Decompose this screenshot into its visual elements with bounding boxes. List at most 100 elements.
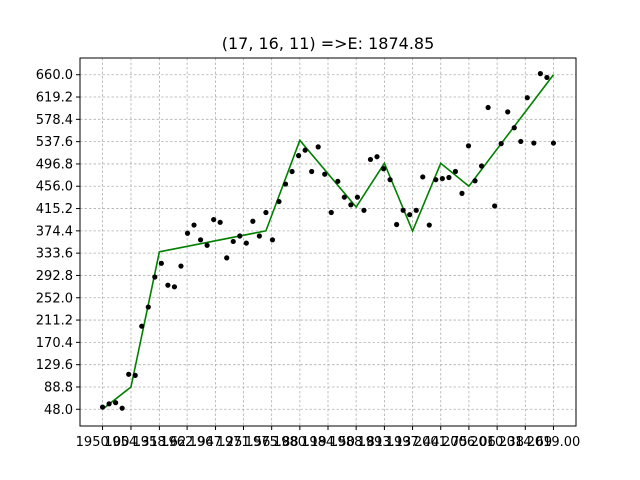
y-tick-label: 88.8 <box>44 380 73 395</box>
x-tick-label: 2014.69 <box>498 435 552 450</box>
data-point <box>524 95 530 101</box>
data-point <box>230 238 236 245</box>
x-tick-label: 1967.25 <box>189 435 243 450</box>
data-point <box>505 109 511 115</box>
x-tick-label: 1958.62 <box>133 435 187 450</box>
x-tick-label: 1975.88 <box>245 435 299 450</box>
data-point <box>387 177 393 183</box>
x-tick-label: 1988.81 <box>329 435 383 450</box>
scatter-points <box>99 71 557 411</box>
data-point <box>191 222 197 228</box>
x-axis: 1950.001954.311958.621962.941967.251971.… <box>76 426 581 450</box>
y-tick-label: 415.2 <box>36 202 73 217</box>
y-tick-label: 660.0 <box>36 68 73 83</box>
y-tick-label: 374.4 <box>36 224 73 239</box>
data-point <box>243 240 249 246</box>
y-tick-label: 456.0 <box>36 180 73 195</box>
data-point <box>263 209 269 216</box>
data-point <box>165 282 171 288</box>
data-point <box>289 168 295 175</box>
y-tick-label: 333.6 <box>36 247 73 262</box>
data-point <box>126 371 132 377</box>
data-point <box>433 177 439 183</box>
data-point <box>354 194 361 200</box>
data-point <box>113 400 119 406</box>
data-point <box>426 222 432 228</box>
data-point <box>139 323 145 329</box>
data-point <box>485 104 491 111</box>
data-point <box>119 405 125 411</box>
fit-line-layer <box>102 74 555 410</box>
data-point <box>335 178 341 184</box>
data-point <box>315 144 321 150</box>
data-point <box>184 230 191 236</box>
x-tick-label: 1997.44 <box>386 435 440 450</box>
data-point <box>295 153 302 159</box>
data-point <box>400 207 406 213</box>
data-point <box>498 141 504 147</box>
data-point <box>152 274 158 280</box>
x-tick-label: 2019.00 <box>527 435 581 450</box>
data-point <box>269 237 276 243</box>
data-point <box>361 207 367 213</box>
data-point <box>204 242 210 248</box>
data-point <box>145 304 151 310</box>
data-point <box>341 194 347 200</box>
data-point <box>237 233 243 239</box>
data-point <box>413 207 419 213</box>
y-tick-label: 252.0 <box>36 291 73 306</box>
data-point <box>256 233 262 239</box>
x-tick-label: 1954.31 <box>104 435 158 450</box>
data-point <box>132 372 138 378</box>
data-point <box>380 166 387 172</box>
data-point <box>217 219 223 225</box>
data-point <box>537 71 543 77</box>
y-tick-label: 578.4 <box>36 113 73 128</box>
data-point <box>518 138 524 145</box>
x-tick-label: 2010.38 <box>470 435 524 450</box>
data-point <box>439 175 445 182</box>
data-point <box>171 284 178 290</box>
data-point <box>276 198 282 205</box>
x-tick-label: 2001.75 <box>414 435 468 450</box>
y-tick-label: 537.6 <box>36 135 73 150</box>
data-point <box>394 221 400 228</box>
data-point <box>302 147 308 153</box>
x-tick-label: 1980.19 <box>273 435 327 450</box>
data-point <box>106 401 112 407</box>
y-tick-label: 48.0 <box>44 403 73 418</box>
data-point <box>420 174 426 180</box>
x-tick-label: 1984.50 <box>301 435 355 450</box>
y-tick-label: 211.2 <box>36 314 73 329</box>
y-tick-label: 619.2 <box>36 91 73 106</box>
data-point <box>511 125 517 131</box>
data-point <box>367 156 374 163</box>
data-point <box>452 168 459 175</box>
data-point <box>99 404 106 410</box>
data-point <box>224 255 230 261</box>
data-point <box>282 181 289 187</box>
data-point <box>465 143 472 149</box>
y-tick-label: 292.8 <box>36 269 73 284</box>
data-point <box>374 154 380 160</box>
x-tick-label: 1950.00 <box>76 435 130 450</box>
data-point <box>158 260 164 266</box>
data-point <box>197 237 204 243</box>
data-point <box>544 74 550 81</box>
data-point <box>322 171 328 177</box>
y-tick-label: 129.6 <box>36 358 73 373</box>
data-point <box>309 168 315 175</box>
x-tick-label: 1971.56 <box>217 435 271 450</box>
data-point <box>348 202 354 208</box>
data-point <box>531 140 537 146</box>
data-point <box>446 174 452 181</box>
y-tick-label: 496.8 <box>36 157 73 172</box>
x-tick-label: 1993.13 <box>358 435 412 450</box>
data-point <box>550 140 557 146</box>
y-tick-label: 170.4 <box>36 336 73 351</box>
data-point <box>478 163 485 169</box>
data-point <box>407 212 413 218</box>
fit-line <box>102 74 555 410</box>
